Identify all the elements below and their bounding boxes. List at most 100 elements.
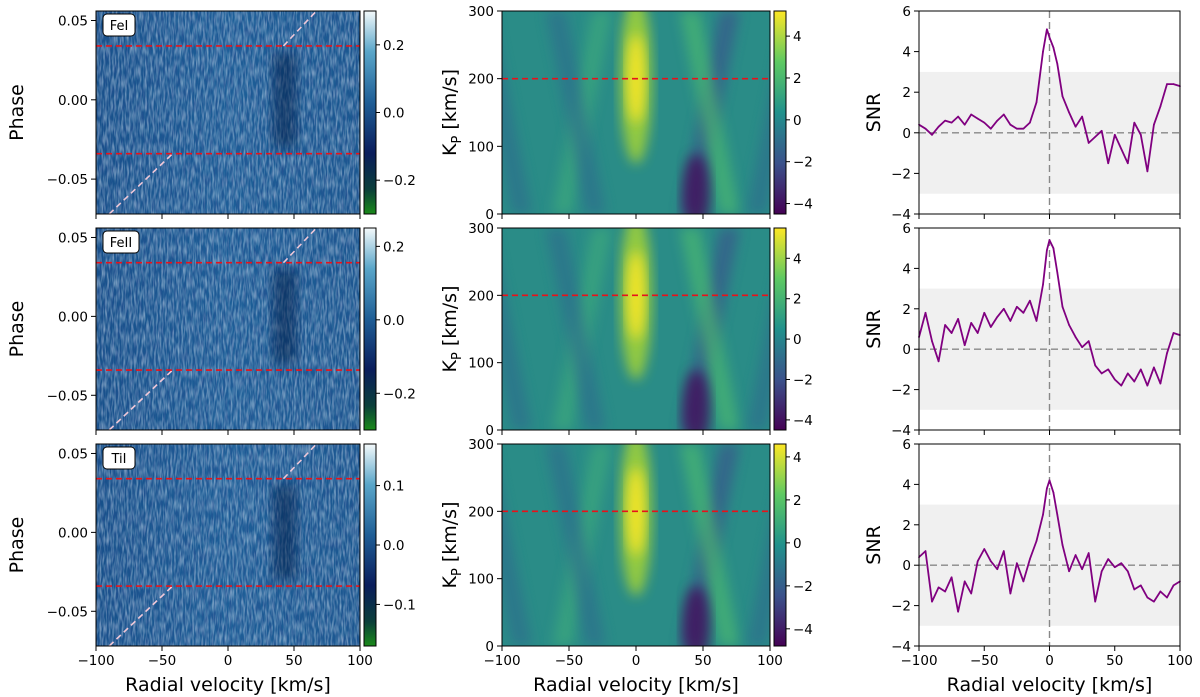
kp-colorbar-tick-label: −2 — [793, 155, 813, 171]
trail-colorbar — [363, 443, 377, 647]
snr-ytick-label: 0 — [902, 558, 911, 574]
trail-frame — [95, 10, 361, 215]
transit-path-line — [282, 444, 318, 480]
snr-point — [1087, 552, 1090, 554]
species-label-element: Ti — [111, 452, 123, 467]
trail-ytick-label: 0.00 — [58, 93, 88, 109]
x-axis-label: Radial velocity [km/s] — [533, 674, 739, 696]
snr-point — [970, 322, 972, 324]
snr-point — [963, 344, 966, 346]
kp-ytick-label: 100 — [468, 572, 494, 588]
kp-streak — [545, 444, 606, 646]
x-axis-label: Radial velocity [km/s] — [125, 674, 331, 696]
kp-ytick-label: 0 — [485, 423, 494, 439]
snr-point — [1016, 127, 1018, 130]
species-label-element: Fe — [110, 236, 125, 251]
trail-ytick-label: 0.05 — [58, 14, 88, 30]
kp-xtick-label: 0 — [632, 653, 641, 669]
trail-colorbar-tick-label: −0.2 — [383, 386, 416, 402]
kp-ytick-label: 100 — [468, 356, 494, 372]
kp-heatmap — [502, 444, 770, 646]
snr-ytick-label: 0 — [902, 126, 911, 142]
snr-frame — [918, 227, 1181, 431]
trail-light-noise — [96, 228, 360, 430]
trail-absorption-feature — [272, 269, 297, 364]
snr-point — [1081, 568, 1083, 571]
snr-point — [983, 121, 986, 124]
kp-axis-label: KP [km/s] — [439, 502, 465, 589]
snr-ytick-label: 2 — [902, 518, 911, 534]
snr-point — [963, 123, 966, 126]
snr-point — [1081, 115, 1083, 118]
snr-point — [1022, 580, 1025, 583]
snr-point — [963, 580, 966, 583]
kp-colorbar-tick-label: 4 — [793, 29, 802, 45]
transit-path-line — [108, 369, 174, 430]
trail-ytick-label: 0.00 — [58, 525, 88, 541]
snr-point — [1159, 105, 1162, 108]
species-label: TiI — [102, 446, 136, 470]
snr-point — [937, 125, 940, 128]
kp-axis-label-main: K — [439, 360, 461, 373]
snr-point — [989, 127, 992, 130]
kp-colorbar-tick-label: 0 — [793, 332, 802, 348]
snr-point — [1052, 46, 1055, 49]
snr-point — [1100, 129, 1103, 132]
snr-ytick-label: 6 — [902, 4, 911, 20]
trail-heatmap — [96, 228, 360, 430]
species-label-text: FeII — [110, 236, 132, 251]
snr-ytick-label: −2 — [891, 383, 911, 399]
kp-panel-fei: 0 100 200 300 4 2 0 −2 −4 KP [km/s] — [439, 4, 813, 223]
snr-point — [1046, 487, 1048, 490]
snr-point — [1159, 590, 1162, 593]
snr-panel-fei: −4 −2 0 2 4 6 SNR — [863, 4, 1181, 223]
snr-point — [1153, 123, 1155, 126]
kp-axis-label-sub: P — [450, 352, 465, 360]
trail-absorption-feature — [272, 485, 297, 580]
snr-ytick-label: 4 — [902, 45, 911, 61]
snr-ytick-label: −2 — [891, 599, 911, 615]
species-label-ion: I — [124, 19, 128, 34]
trail-xtick-label: −50 — [148, 653, 177, 669]
snr-ytick-label: 6 — [902, 437, 911, 453]
snr-point — [1029, 299, 1031, 302]
snr-point — [1081, 346, 1083, 348]
trail-frame — [95, 443, 361, 647]
trail-panel-tii: −100 −50 0 50 100 0.05 0.00 −0.05 0.1 0.0 −0.1 TiI P… — [6, 443, 416, 696]
snr-point — [1068, 570, 1070, 573]
snr-point — [1113, 378, 1116, 381]
kp-colorbar-tick-label: −2 — [793, 579, 813, 595]
snr-point — [1022, 312, 1025, 314]
kp-axis-label: KP [km/s] — [439, 286, 465, 373]
trail-xtick-label: −100 — [77, 653, 114, 669]
snr-point — [1166, 352, 1168, 355]
snr-point — [1029, 121, 1031, 124]
snr-point — [924, 550, 927, 552]
snr-point — [1035, 320, 1038, 322]
snr-point — [1052, 491, 1055, 494]
kp-xtick-label: 50 — [694, 653, 711, 669]
snr-point — [1100, 570, 1103, 573]
kp-heatmap — [502, 11, 770, 214]
kp-ytick-label: 300 — [468, 221, 494, 237]
kp-frame — [501, 227, 771, 431]
snr-point — [1046, 28, 1048, 31]
snr-point — [1140, 584, 1142, 587]
species-label-text: TiI — [111, 452, 127, 467]
snr-point — [1127, 570, 1129, 573]
kp-xtick-label: 100 — [757, 653, 783, 669]
trail-xtick-label: 50 — [285, 653, 302, 669]
kp-colorbar-tick-label: −2 — [793, 373, 813, 389]
snr-point — [983, 548, 986, 550]
kp-trough — [682, 585, 711, 646]
kp-colorbar-tick-label: 0 — [793, 113, 802, 129]
trail-colorbar-tick-label: 0.0 — [383, 313, 404, 329]
kp-streak — [679, 11, 740, 214]
transit-path-line — [282, 11, 318, 47]
snr-ytick-label: −2 — [891, 166, 911, 182]
snr-panel-tii: −100 −50 0 50 100 −4 −2 0 2 4 6 SNR Radial velocity … — [863, 437, 1193, 696]
kp-ytick-label: 200 — [468, 288, 494, 304]
snr-point — [1133, 380, 1136, 383]
snr-point — [944, 119, 946, 122]
snr-axis-label: SNR — [863, 93, 885, 132]
